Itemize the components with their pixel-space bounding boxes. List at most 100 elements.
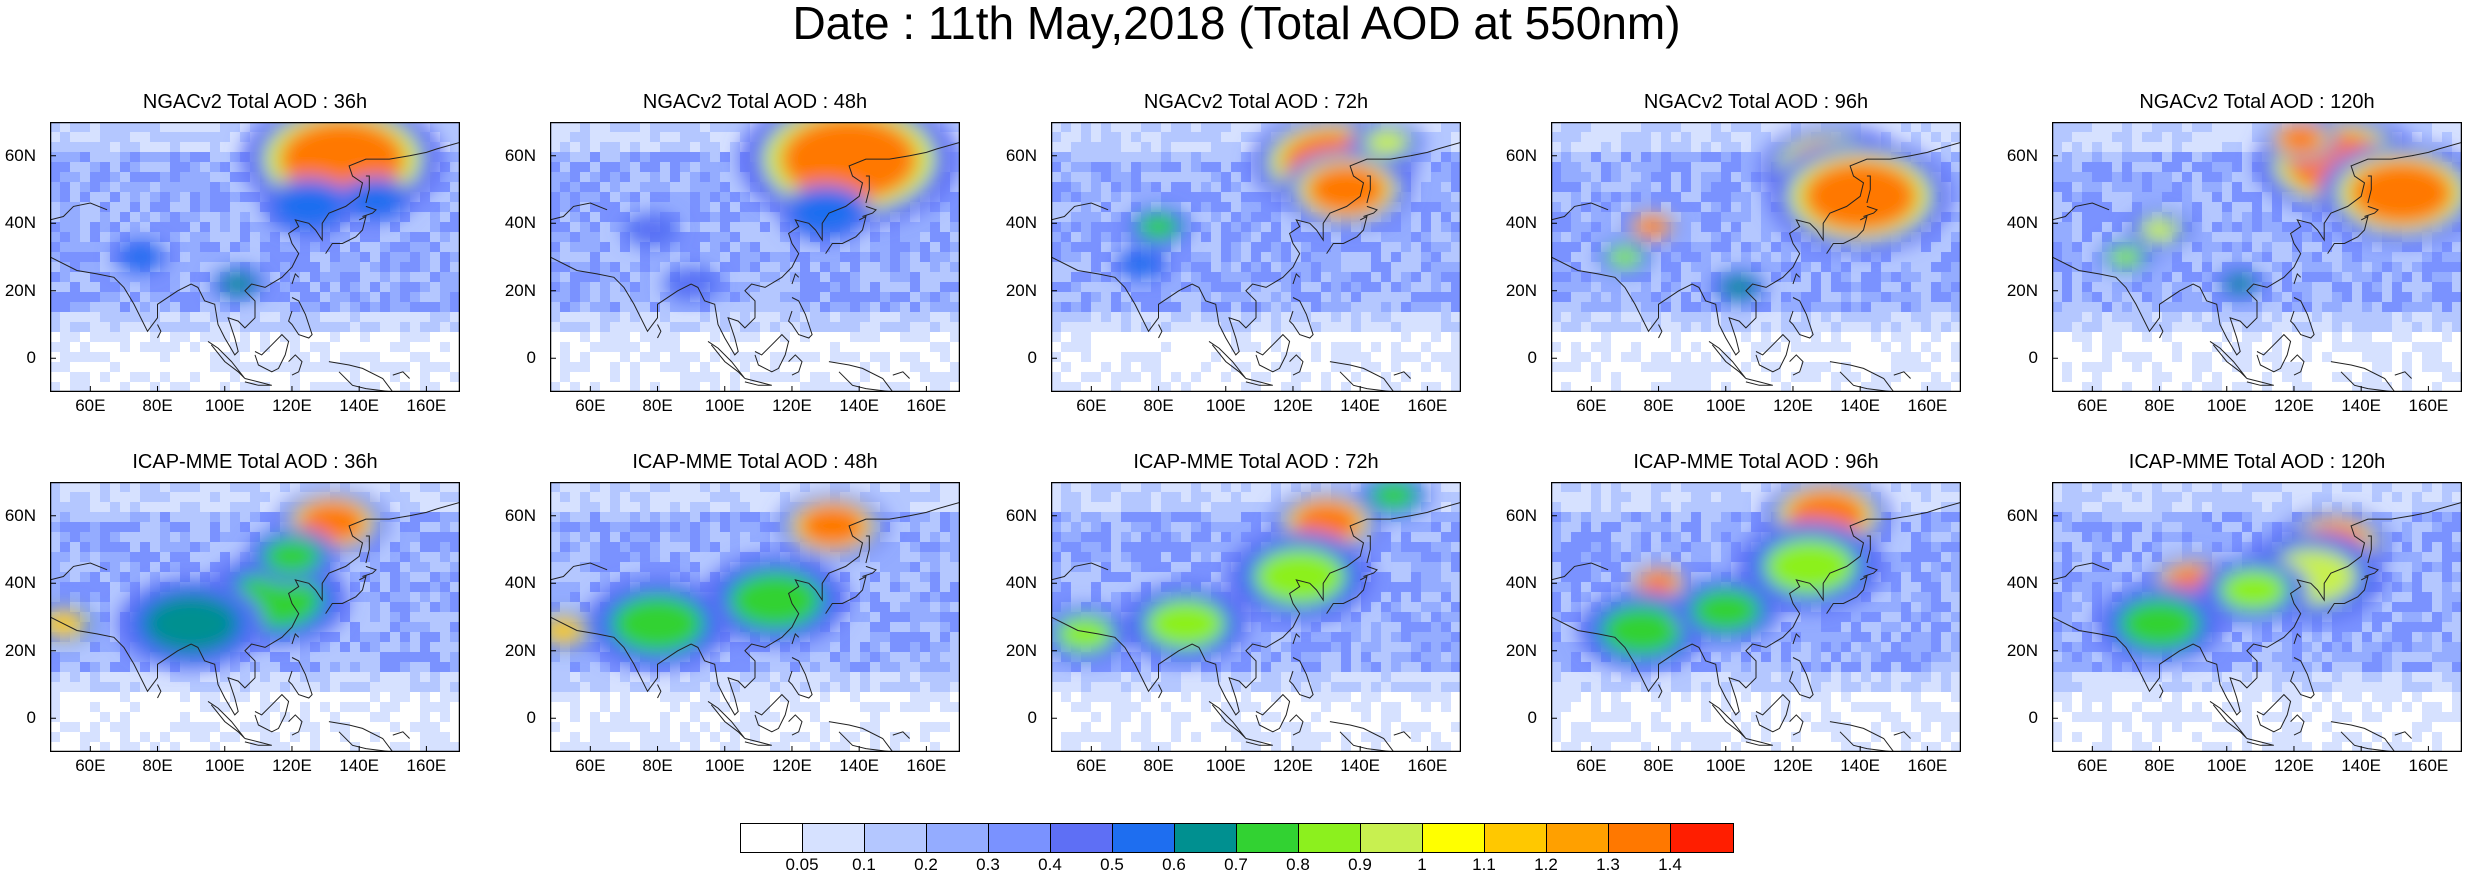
aod-cell [560,262,570,272]
aod-cell [880,282,890,292]
aod-cell [670,252,680,262]
aod-cell [140,152,150,162]
aod-cell [410,292,420,302]
aod-cell [910,272,920,282]
aod-cell [1711,372,1721,382]
aod-cell [190,352,200,362]
aod-cell [2182,182,2192,192]
aod-cell [1271,352,1281,362]
aod-cell [1281,242,1291,252]
aod-cell [400,332,410,342]
aod-cell [1781,122,1791,132]
aod-cell [410,282,420,292]
aod-cell [600,262,610,272]
aod-cell [1381,222,1391,232]
aod-cell [1321,332,1331,342]
aod-cell [1631,122,1641,132]
aod-cell [130,182,140,192]
aod-cell [140,282,150,292]
aod-cell [1831,372,1841,382]
aod-cell [1381,322,1391,332]
aod-cell [1731,242,1741,252]
aod-cell [170,242,180,252]
aod-cell [2222,162,2232,172]
aod-cell [130,282,140,292]
aod-cell [560,132,570,142]
aod-cell [240,352,250,362]
aod-cell [560,252,570,262]
aod-cell [1061,222,1071,232]
aod-cell [1171,342,1181,352]
aod-cell [170,272,180,282]
aod-cell [770,262,780,272]
aod-cell [570,282,580,292]
aod-cell [730,302,740,312]
aod-cell [680,192,690,202]
aod-cell [1141,162,1151,172]
aod-cell [60,322,70,332]
aod-cell [1451,272,1461,282]
aod-cell [1241,172,1251,182]
aod-cell [160,332,170,342]
aod-cell [630,282,640,292]
aod-cell [900,232,910,242]
aod-cell [50,162,60,172]
aod-cell [1551,272,1561,282]
aod-cell [120,212,130,222]
aod-cell [440,242,450,252]
aod-cell [760,302,770,312]
aod-cell [1451,172,1461,182]
aod-cell [370,322,380,332]
aod-cell [1851,352,1861,362]
aod-cell [570,122,580,132]
aod-cell [1181,372,1191,382]
aod-cell [1121,302,1131,312]
aod-cell [1351,262,1361,272]
aod-cell [870,352,880,362]
aod-cell [1421,252,1431,262]
aod-cell [140,222,150,232]
x-tick-label: 140E [839,397,879,415]
aod-cell [1701,272,1711,282]
aod-cell [1351,282,1361,292]
aod-cell [1761,232,1771,242]
aod-cell [1321,342,1331,352]
aod-cell [1951,292,1961,302]
aod-cell [580,162,590,172]
aod-cell [630,172,640,182]
aod-cell [650,192,660,202]
aod-cell [2062,152,2072,162]
aod-cell [220,152,230,162]
aod-cell [860,362,870,372]
aod-cell [830,382,840,392]
aod-cell [1731,122,1741,132]
aod-cell [280,332,290,342]
aod-cell [1641,352,1651,362]
aod-cell [160,182,170,192]
aod-cell [2062,132,2072,142]
aod-cell [1551,362,1561,372]
aod-cell [930,282,940,292]
aod-cell [570,322,580,332]
aod-cell [1811,362,1821,372]
aod-cell [1771,242,1781,252]
aod-cell [1721,192,1731,202]
aod-cell [1751,132,1761,142]
aod-cell [110,322,120,332]
aod-cell [80,382,90,392]
aod-cell [220,362,230,372]
aod-cell [1931,292,1941,302]
aod-cell [1131,132,1141,142]
aod-cell [1201,202,1211,212]
aod-cell [2242,162,2252,172]
aod-cell [1711,382,1721,392]
aod-cell [1951,342,1961,352]
aod-cell [50,122,60,132]
aod-cell [1091,282,1101,292]
aod-cell [1451,122,1461,132]
aod-cell [910,332,920,342]
aod-cell [270,302,280,312]
y-tick-label: 40N [5,214,36,232]
aod-cell [1351,332,1361,342]
aod-cell [120,222,130,232]
